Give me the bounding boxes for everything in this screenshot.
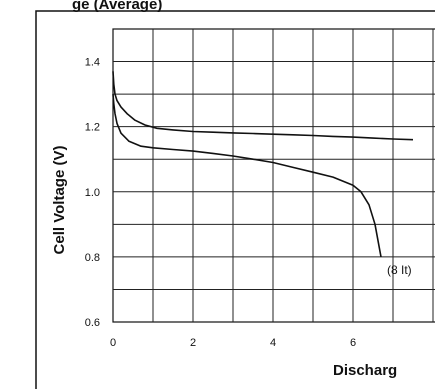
x-tick-labels: 0 2 4 6 [110, 337, 356, 349]
series-annotation-label: (8 It) [387, 263, 412, 277]
grid-lines [113, 29, 435, 322]
y-tick-label: 1.4 [85, 57, 100, 69]
series-lines [112, 71, 414, 258]
y-tick-label: 1.0 [85, 187, 100, 199]
y-tick-label: 1.2 [85, 122, 100, 134]
y-tick-labels: 0.6 0.8 1.0 1.2 1.4 [85, 57, 100, 329]
y-tick-label: 0.6 [85, 317, 100, 329]
x-tick-label: 0 [110, 337, 116, 349]
y-axis-title: Cell Voltage (V) [51, 146, 68, 255]
chart-title-partial: ge (Average) [72, 0, 162, 13]
plot-area-frame [112, 28, 435, 323]
x-axis-title: Discharg [333, 362, 397, 379]
series-line-2 [112, 94, 382, 258]
x-tick-label: 4 [270, 337, 276, 349]
x-tick-label: 2 [190, 337, 196, 349]
outer-frame [35, 10, 435, 389]
annotations: (8 It) [387, 263, 412, 277]
series-line-1 [112, 71, 414, 141]
y-tick-label: 0.8 [85, 252, 100, 264]
x-tick-label: 6 [350, 337, 356, 349]
